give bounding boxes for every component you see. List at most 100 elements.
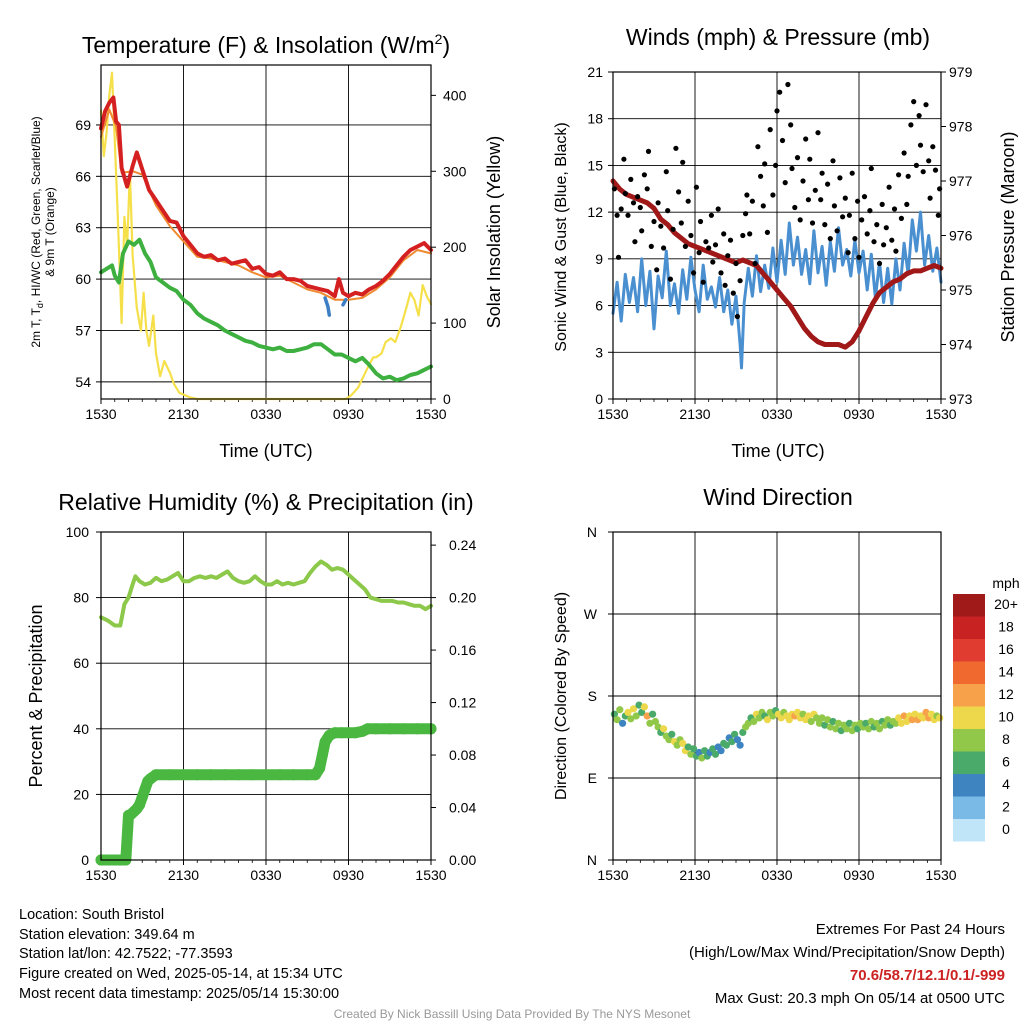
- direction-point: [629, 705, 638, 713]
- gust-point: [743, 211, 749, 217]
- gust-point: [625, 212, 631, 218]
- x-tick-label: 0330: [761, 406, 792, 422]
- legend-label: 4: [1002, 776, 1010, 792]
- direction-point: [638, 708, 646, 717]
- y-tick-label: 9: [595, 251, 603, 267]
- y2-tick-label: 200: [443, 239, 467, 255]
- gust-point: [654, 267, 660, 273]
- direction-point: [695, 748, 703, 757]
- gust-point: [881, 242, 887, 248]
- gust-point: [764, 229, 771, 235]
- legend-label: 6: [1002, 754, 1010, 770]
- gust-point: [867, 208, 873, 214]
- gust-point: [691, 270, 697, 276]
- y-tick-label: 40: [73, 721, 89, 737]
- x-tick-label: 2130: [679, 867, 710, 883]
- gust-point: [935, 212, 941, 218]
- legend-swatch: [953, 706, 985, 729]
- direction-point: [769, 712, 777, 720]
- direction-point: [826, 723, 834, 731]
- gust-point: [696, 250, 702, 256]
- gust-point: [904, 201, 910, 207]
- y2-axis-label: Solar Insolation (Yellow): [484, 136, 504, 328]
- panel-0: [96, 64, 436, 404]
- x-tick-label: 1530: [597, 867, 628, 883]
- gust-point: [712, 242, 719, 248]
- gust-point: [852, 236, 858, 242]
- gust-point: [840, 214, 846, 220]
- direction-point: [728, 738, 736, 746]
- gust-point: [641, 172, 648, 178]
- direction-point: [624, 708, 632, 717]
- x-tick-label: 0930: [843, 867, 874, 883]
- gust-point: [752, 260, 758, 267]
- ylabel-line1: 2m T, T: [29, 307, 43, 347]
- y2-tick-label: 0: [443, 391, 451, 407]
- gust-point: [834, 228, 840, 234]
- y-tick-label: 54: [75, 374, 91, 390]
- y-axis-label: Percent & Precipitation: [26, 604, 46, 787]
- legend-swatch: [953, 661, 985, 684]
- gust-point: [908, 122, 914, 128]
- direction-point: [834, 719, 843, 727]
- x-tick-label: 1530: [415, 867, 446, 883]
- gust-point: [859, 217, 865, 223]
- y-tick-label: 20: [73, 786, 89, 802]
- gust-point: [889, 237, 895, 243]
- direction-point: [911, 710, 919, 718]
- direction-point: [777, 714, 785, 722]
- y2-tick-label: 0.24: [449, 537, 476, 553]
- direction-point: [818, 714, 826, 722]
- gust-point: [822, 222, 828, 228]
- direction-point: [793, 708, 802, 717]
- direction-point: [690, 745, 698, 753]
- gust-point: [727, 237, 734, 243]
- gust-point: [920, 169, 926, 175]
- direction-point: [736, 741, 744, 749]
- gust-point: [861, 194, 868, 200]
- gust-point: [673, 145, 679, 151]
- gust-point: [856, 254, 862, 260]
- precip-point: [260, 769, 272, 781]
- gust-point: [722, 282, 728, 288]
- chart-title: Temperature (F) & Insolation (W/m2): [82, 31, 450, 58]
- gust-point: [637, 204, 643, 211]
- extremes-values: 70.6/58.7/12.1/0.1/-999: [849, 967, 1005, 984]
- legend-label: 8: [1002, 731, 1010, 747]
- direction-point: [750, 717, 758, 726]
- direction-point: [651, 717, 660, 726]
- gust-point: [930, 144, 936, 150]
- gust-point: [755, 144, 761, 150]
- gust-point: [815, 130, 821, 136]
- gust-point: [789, 165, 795, 172]
- panel-2: [95, 531, 437, 866]
- y2-tick-label: 0.12: [449, 695, 476, 711]
- direction-point: [649, 710, 657, 718]
- direction-point: [654, 723, 662, 731]
- gust-point: [827, 236, 833, 242]
- gust-point: [831, 203, 838, 209]
- gust-point: [730, 290, 736, 296]
- precip-point: [150, 769, 162, 781]
- gust-point: [678, 220, 684, 226]
- gust-point: [825, 181, 831, 187]
- direction-point: [632, 712, 640, 720]
- x-tick-label: 0930: [333, 406, 364, 422]
- y-tick-label: 100: [66, 524, 90, 540]
- gust-point: [688, 232, 694, 239]
- y-tick-label: 66: [75, 168, 91, 184]
- pressure-series: [610, 178, 944, 350]
- gust-point: [911, 99, 917, 105]
- title-main: Temperature (F) & Insolation (W/m: [82, 32, 435, 58]
- gust-point: [615, 254, 622, 260]
- gust-point: [706, 245, 712, 251]
- y-tick-label: 12: [587, 204, 603, 220]
- gust-point: [788, 122, 794, 128]
- x-tick-label: 1530: [85, 867, 116, 883]
- gust-point: [879, 201, 885, 207]
- precip-point: [178, 769, 189, 781]
- temp_9m-series: [100, 108, 432, 301]
- legend-label: 18: [998, 619, 1014, 635]
- gust-point: [725, 253, 731, 259]
- direction-point: [881, 721, 889, 729]
